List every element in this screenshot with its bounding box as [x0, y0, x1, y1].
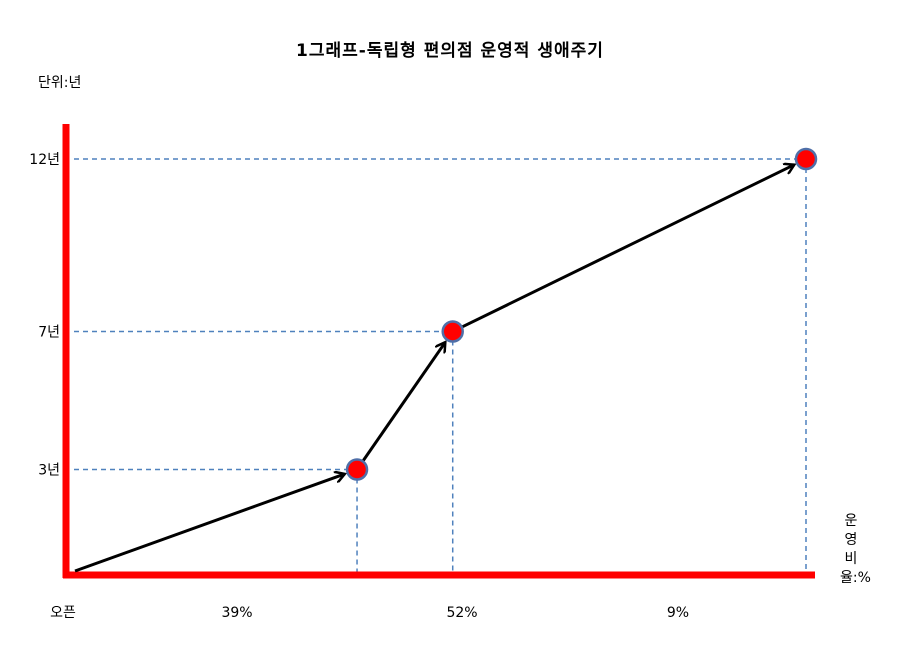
line-segment-3: [461, 165, 795, 329]
line-segment-1: [74, 474, 345, 573]
y-tick-label-3: 12년: [29, 152, 60, 168]
line-segment-2: [362, 342, 445, 462]
x-label-1: 오픈: [50, 605, 76, 621]
data-point-3: [794, 147, 818, 171]
y-tick-label-1: 3년: [38, 463, 60, 479]
y-tick-label-2: 7년: [38, 325, 60, 341]
x-label-2: 39%: [221, 605, 252, 621]
chart-title: 1그래프-독립형 편의점 운영적 생애주기: [296, 41, 604, 61]
x-label-3: 52%: [446, 605, 477, 621]
data-point-1: [345, 458, 369, 481]
data-point-2: [441, 320, 464, 343]
y-axis-unit-label: 단위:년: [38, 75, 82, 91]
x-label-4: 9%: [667, 605, 689, 621]
